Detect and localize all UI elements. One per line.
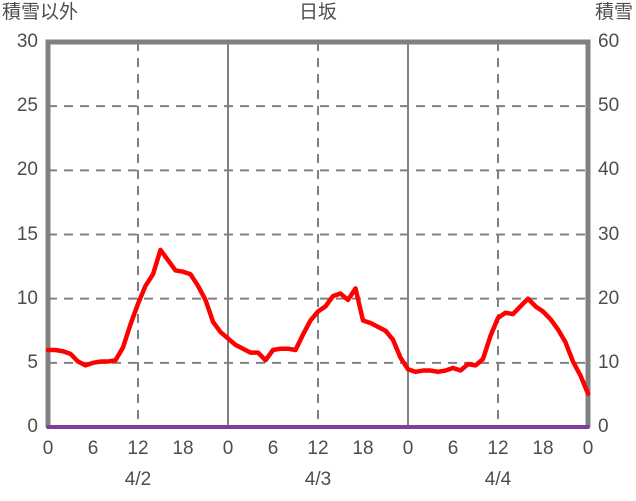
y-axis-right-tick: 20: [598, 287, 620, 309]
x-axis-tick: 6: [447, 438, 459, 459]
x-axis-tick: 6: [267, 438, 279, 459]
x-axis-day-label: 4/3: [304, 469, 332, 490]
plot-frame-border: [45, 39, 591, 427]
y-axis-left-tick: 15: [16, 223, 38, 245]
chart-title: 日坂: [298, 2, 337, 23]
x-axis-tick: 18: [172, 438, 194, 459]
x-axis-day-label: 4/4: [484, 469, 512, 490]
x-axis-tick: 0: [582, 438, 594, 459]
x-axis-tick: 6: [87, 438, 99, 459]
y-axis-left-tick: 0: [27, 416, 38, 437]
y-axis-right-tick: 60: [598, 31, 620, 52]
x-axis-tick: 18: [352, 438, 374, 459]
x-axis-tick: 0: [42, 438, 54, 459]
y-axis-right-tick: 40: [598, 159, 620, 181]
y-axis-right-tick: 0: [598, 416, 609, 437]
gridlines: [48, 42, 588, 427]
right-axis-title: 積雪: [594, 2, 633, 23]
y-axis-left-tick: 20: [16, 159, 38, 181]
y-axis-left-tick: 10: [16, 287, 38, 309]
x-axis-tick: 12: [307, 438, 329, 459]
y-axis-right-tick: 30: [598, 223, 620, 245]
precipitation-line: [45, 247, 591, 396]
x-axis-tick: 0: [222, 438, 234, 459]
x-axis-tick: 12: [127, 438, 149, 459]
y-axis-left-tick: 25: [16, 95, 38, 117]
x-axis-day-label: 4/2: [124, 469, 152, 490]
y-axis-left-tick: 30: [16, 31, 38, 52]
y-axis-right-tick: 10: [598, 351, 620, 373]
y-axis-right-tick: 50: [598, 95, 620, 117]
x-axis-tick: 0: [402, 438, 414, 459]
x-axis-tick: 18: [532, 438, 554, 459]
data-series: [45, 247, 591, 429]
left-axis-title: 積雪以外: [2, 2, 79, 23]
y-axis-left-tick: 5: [27, 351, 38, 373]
x-axis-tick: 12: [487, 438, 509, 459]
